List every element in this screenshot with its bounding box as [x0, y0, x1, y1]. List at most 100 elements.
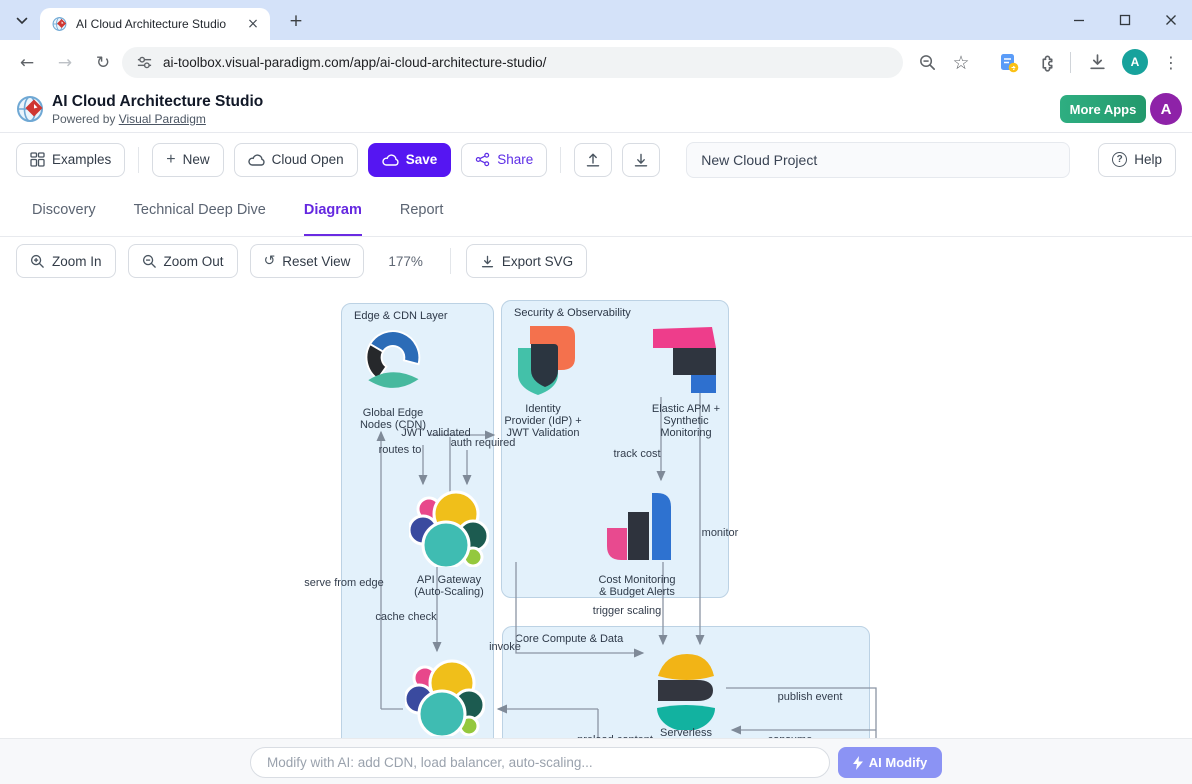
node-api-gateway-label: API Gateway (Auto-Scaling): [414, 574, 484, 599]
forward-icon[interactable]: →: [57, 52, 73, 73]
back-icon[interactable]: ←: [19, 52, 35, 73]
tab-report[interactable]: Report: [399, 202, 444, 218]
upload-button[interactable]: [574, 142, 613, 177]
page-tabs: Discovery Technical Deep Dive Diagram Re…: [0, 186, 1192, 237]
downloads-icon[interactable]: [1084, 50, 1110, 76]
powered-by: Powered by Visual Paradigm: [52, 112, 206, 126]
grid-icon: [30, 152, 45, 167]
browser-tab[interactable]: AI Cloud Architecture Studio ×: [40, 8, 270, 40]
export-download-icon: [481, 255, 493, 267]
edge-label-cache-check: cache check: [375, 611, 437, 623]
app-title: AI Cloud Architecture Studio: [52, 93, 264, 110]
edge-label-trigger-scaling: trigger scaling: [592, 605, 662, 617]
help-button[interactable]: ? Help: [1098, 142, 1176, 177]
reset-view-label: Reset View: [282, 253, 351, 269]
group-title: Security & Observability: [514, 307, 631, 319]
ai-modify-button[interactable]: AI Modify: [838, 747, 942, 778]
edge-label-monitor: monitor: [701, 527, 739, 539]
edge-label-track-cost: track cost: [613, 448, 661, 460]
node-cost-monitoring-icon[interactable]: [607, 493, 671, 566]
export-svg-button[interactable]: Export SVG: [465, 244, 588, 278]
node-identity-provider-label: Identity Provider (IdP) + JWT Validation: [504, 403, 582, 440]
cloud-open-label: Cloud Open: [271, 152, 344, 167]
window-maximize-button[interactable]: [1110, 5, 1140, 35]
diagram-canvas[interactable]: Edge & CDN Layer Security & Observabilit…: [0, 285, 1192, 738]
node-identity-provider-icon[interactable]: [517, 326, 576, 401]
ai-modify-label: AI Modify: [868, 755, 928, 770]
tab-discovery[interactable]: Discovery: [32, 202, 96, 218]
browser-menu-kebab-icon[interactable]: ⋮: [1163, 53, 1179, 72]
node-cost-monitoring-label: Cost Monitoring & Budget Alerts: [598, 574, 676, 599]
help-label: Help: [1134, 152, 1162, 167]
more-apps-button[interactable]: More Apps: [1060, 95, 1146, 123]
browser-navbar: ← → ↻ ai-toolbox.visual-paradigm.com/app…: [0, 40, 1192, 85]
visual-paradigm-link[interactable]: Visual Paradigm: [118, 112, 206, 126]
cloud-open-button[interactable]: Cloud Open: [233, 142, 358, 177]
site-settings-icon[interactable]: [136, 54, 153, 71]
lightning-bolt-icon: [852, 755, 863, 770]
node-global-edge-cdn-icon[interactable]: [356, 330, 428, 403]
edge-label-jwt-validated: JWT validated: [401, 427, 471, 439]
download-icon: [635, 153, 648, 166]
tab-search-chevron-icon[interactable]: [10, 9, 34, 33]
tab-close-icon[interactable]: ×: [247, 16, 259, 32]
ai-modify-input[interactable]: [250, 747, 830, 778]
window-close-button[interactable]: [1156, 5, 1186, 35]
node-serverless-icon[interactable]: [657, 652, 717, 735]
node-edge-cache-icon[interactable]: [403, 658, 486, 738]
app-header: AI Cloud Architecture Studio Powered by …: [0, 85, 1192, 133]
node-elastic-apm-label: Elastic APM + Synthetic Monitoring: [651, 403, 721, 440]
reload-icon[interactable]: ↻: [95, 52, 111, 73]
divider: [560, 146, 562, 173]
app-user-avatar[interactable]: A: [1150, 93, 1182, 125]
translate-page-icon[interactable]: [996, 50, 1022, 76]
edge-label-preload-content: preload content: [577, 734, 653, 738]
window-minimize-button[interactable]: [1064, 5, 1094, 35]
reset-view-button[interactable]: ↺ Reset View: [249, 244, 365, 278]
question-icon: ?: [1112, 152, 1128, 167]
new-tab-button[interactable]: +: [288, 11, 304, 31]
examples-label: Examples: [52, 152, 112, 167]
zoom-in-button[interactable]: Zoom In: [16, 244, 116, 278]
share-label: Share: [497, 152, 534, 167]
node-elastic-apm-icon[interactable]: [653, 327, 717, 398]
extensions-puzzle-icon[interactable]: [1034, 50, 1060, 76]
tab-technical-deep-dive[interactable]: Technical Deep Dive: [133, 202, 266, 218]
edge-label-invoke: invoke: [489, 641, 521, 653]
tab-diagram[interactable]: Diagram: [303, 186, 362, 236]
divider: [1070, 52, 1071, 73]
edge-label-routes-to: routes to: [378, 444, 422, 456]
new-button[interactable]: + New: [152, 142, 224, 177]
edge-label-auth-required: auth required: [450, 437, 516, 449]
browser-profile-avatar[interactable]: A: [1122, 49, 1148, 75]
save-label: Save: [405, 152, 438, 167]
cloud-icon: [247, 153, 265, 166]
node-api-gateway-icon[interactable]: [407, 489, 490, 572]
url-text: ai-toolbox.visual-paradigm.com/app/ai-cl…: [163, 55, 547, 70]
examples-button[interactable]: Examples: [16, 142, 126, 177]
powered-by-text: Powered by: [52, 112, 116, 126]
edge-label-consume: consume: [768, 734, 813, 738]
favicon-globe-logo: [52, 17, 67, 31]
tab-title: AI Cloud Architecture Studio: [76, 17, 227, 31]
share-button[interactable]: Share: [461, 142, 548, 177]
app-globe-logo: [17, 96, 43, 122]
divider: [449, 248, 451, 274]
address-bar[interactable]: ai-toolbox.visual-paradigm.com/app/ai-cl…: [122, 47, 903, 78]
ai-modify-bar: AI Modify: [0, 738, 1192, 784]
reset-icon: ↺: [263, 253, 276, 269]
bookmark-star-icon[interactable]: ☆: [952, 51, 970, 74]
diagram-toolbar: Zoom In Zoom Out ↺ Reset View 177% Expor…: [0, 237, 1192, 285]
action-toolbar: Examples + New Cloud Open Save Share ? H…: [0, 133, 1192, 186]
page-zoom-icon[interactable]: [914, 50, 940, 76]
zoom-out-label: Zoom Out: [163, 253, 224, 269]
node-serverless-label: Serverless: [660, 727, 712, 738]
download-button[interactable]: [622, 142, 661, 177]
zoom-out-button[interactable]: Zoom Out: [127, 244, 238, 278]
save-button[interactable]: Save: [367, 142, 452, 177]
project-name-input[interactable]: [686, 141, 1071, 178]
plus-icon: +: [166, 150, 176, 168]
edge-label-publish-event: publish event: [777, 691, 843, 703]
node-global-edge-cdn-label: Global Edge Nodes (CDN): [359, 407, 426, 432]
browser-tab-strip: AI Cloud Architecture Studio × +: [0, 0, 1192, 40]
